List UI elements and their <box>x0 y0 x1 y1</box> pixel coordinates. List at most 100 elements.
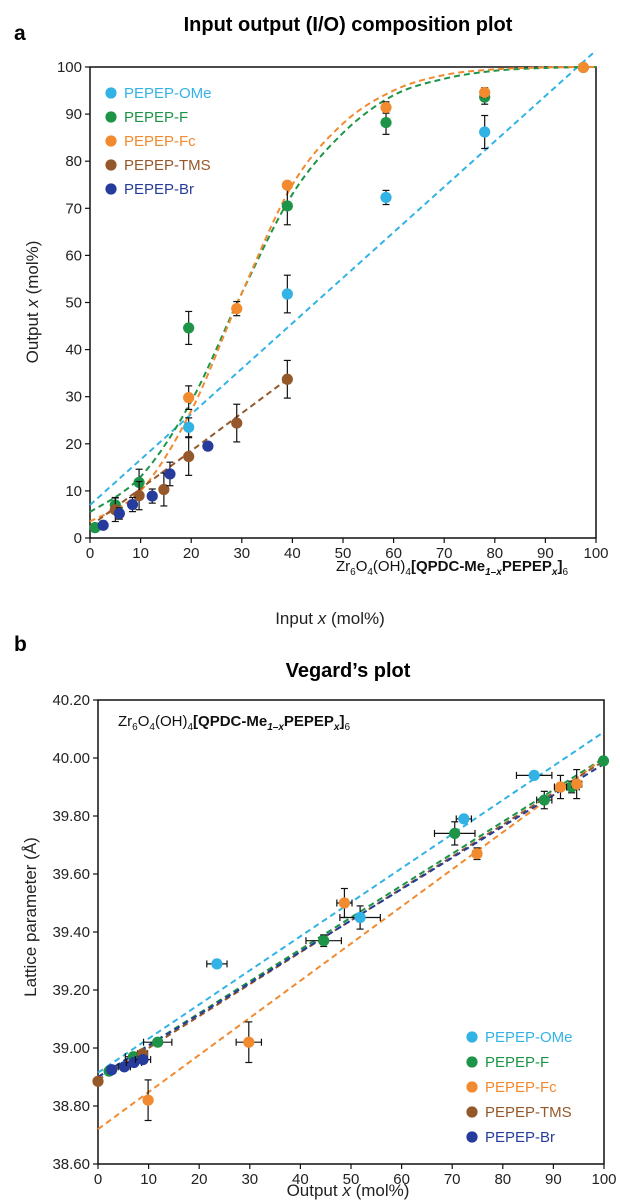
legend-label-ome: PEPEP-OMe <box>485 1029 573 1046</box>
x-tick-label: 20 <box>183 545 200 562</box>
x-tick-label: 50 <box>335 545 352 562</box>
x-tick-label: 80 <box>486 545 503 562</box>
data-point-fc <box>231 303 243 315</box>
legend-marker-fc <box>466 1081 478 1093</box>
x-tick-label: 70 <box>436 545 453 562</box>
fit-line-ome <box>97 731 605 1074</box>
data-point-br <box>97 519 109 531</box>
y-tick-label: 40.20 <box>52 692 90 709</box>
chart-b-ticks: 0 10 20 30 40 50 60 70 80 90 100 38.60 38.80 39.00 39.… <box>52 692 616 1188</box>
data-point-f <box>597 755 610 767</box>
x-tick-label: 10 <box>140 1171 157 1188</box>
y-tick-label: 39.60 <box>52 866 90 883</box>
data-point-f <box>538 794 550 806</box>
data-point-ome <box>354 911 366 924</box>
data-point-fc <box>380 101 392 114</box>
panel-b: b Vegard’s plot 0 10 20 30 40 50 60 70 80 90 100 38… <box>14 633 617 1200</box>
x-tick-label: 50 <box>343 1171 360 1188</box>
chart-b-fit-lines <box>97 731 605 1131</box>
panel-letter-b: b <box>14 633 27 656</box>
x-tick-label: 30 <box>233 545 250 562</box>
x-tick-label: 60 <box>393 1171 410 1188</box>
fit-line-f <box>89 66 597 513</box>
x-tick-label: 40 <box>284 545 301 562</box>
legend-marker-f <box>466 1056 478 1068</box>
chart-b-y-axis-label: Lattice parameter (Å) <box>21 837 40 997</box>
x-tick-label: 100 <box>591 1171 616 1188</box>
data-point-tms <box>92 1075 104 1087</box>
y-tick-label: 90 <box>65 106 82 123</box>
y-tick-label: 0 <box>74 530 82 547</box>
y-tick-label: 100 <box>57 59 82 76</box>
chart-b-formula: Zr6O4(OH)4[QPDC-Me1–xPEPEPx]6 <box>118 713 350 733</box>
y-tick-label: 50 <box>65 295 82 312</box>
fit-line-fc <box>97 757 605 1131</box>
legend-label-tms: PEPEP-TMS <box>124 157 211 174</box>
y-tick-label: 38.60 <box>52 1156 90 1173</box>
data-point-br <box>113 507 125 520</box>
legend-marker-br <box>105 183 117 195</box>
chart-a-y-axis-label: Output x (mol%) <box>23 241 42 364</box>
x-tick-label: 80 <box>494 1171 511 1188</box>
data-point-fc <box>243 1036 255 1048</box>
x-tick-label: 90 <box>537 545 554 562</box>
data-point-br <box>164 468 176 480</box>
data-point-br <box>126 498 139 511</box>
y-tick-label: 39.00 <box>52 1040 90 1057</box>
chart-a-x-axis-label: Input x (mol%) <box>275 609 385 628</box>
x-tick-label: 100 <box>583 545 608 562</box>
data-point-fc <box>338 897 351 909</box>
chart-a-formula: Zr6O4(OH)4[QPDC-Me1–xPEPEPx]6 <box>336 558 568 578</box>
data-point-tms <box>183 450 195 463</box>
fit-line-br <box>97 762 605 1078</box>
legend-label-tms: PEPEP-TMS <box>485 1104 572 1121</box>
x-tick-label: 70 <box>444 1171 461 1188</box>
y-tick-label: 10 <box>65 483 82 500</box>
legend-marker-br <box>466 1131 478 1143</box>
data-point-br <box>118 1061 130 1073</box>
fit-line-fc <box>89 66 597 523</box>
data-point-fc <box>577 61 589 74</box>
y-tick-label: 39.40 <box>52 924 90 941</box>
data-point-fc <box>479 86 491 99</box>
data-point-fc <box>281 179 293 191</box>
legend-label-fc: PEPEP-Fc <box>124 133 196 150</box>
legend-label-br: PEPEP-Br <box>124 181 194 198</box>
y-tick-label: 20 <box>65 436 82 453</box>
data-point-ome <box>528 769 540 782</box>
panel-a: a Input output (I/O) composition plot 0 1… <box>14 14 609 628</box>
y-tick-label: 39.20 <box>52 982 90 999</box>
data-point-fc <box>471 848 483 860</box>
data-point-fc <box>142 1094 154 1106</box>
chart-b-legend: PEPEP-OMe PEPEP-F PEPEP-Fc PEPEP-TMS PEPEP-B… <box>466 1029 573 1146</box>
legend-marker-f <box>105 111 117 123</box>
y-tick-label: 40 <box>65 342 82 359</box>
x-tick-label: 90 <box>545 1171 562 1188</box>
chart-a-legend: PEPEP-OMe PEPEP-F PEPEP-Fc PEPEP-TMS PEPEP-B… <box>105 85 212 198</box>
legend-marker-tms <box>105 159 117 171</box>
data-point-ome <box>479 126 491 138</box>
legend-label-fc: PEPEP-Fc <box>485 1079 557 1096</box>
data-point-tms <box>158 483 170 496</box>
data-point-fc <box>554 781 567 793</box>
legend-marker-ome <box>105 87 117 99</box>
data-point-f <box>318 935 330 947</box>
data-point-br <box>137 1054 149 1066</box>
legend-label-f: PEPEP-F <box>124 109 188 126</box>
y-tick-label: 60 <box>65 247 82 264</box>
x-tick-label: 20 <box>191 1171 208 1188</box>
x-tick-label: 40 <box>292 1171 309 1188</box>
data-point-ome <box>281 288 293 300</box>
x-tick-label: 0 <box>86 545 94 562</box>
y-tick-label: 30 <box>65 389 82 406</box>
data-point-br <box>106 1064 118 1076</box>
chart-b-points <box>92 755 610 1122</box>
legend-marker-tms <box>466 1106 478 1118</box>
data-point-f <box>152 1036 164 1048</box>
legend-marker-ome <box>466 1031 478 1043</box>
data-point-f <box>449 827 461 840</box>
x-tick-label: 30 <box>241 1171 258 1188</box>
chart-a-points <box>89 61 589 534</box>
data-point-ome <box>211 958 223 970</box>
